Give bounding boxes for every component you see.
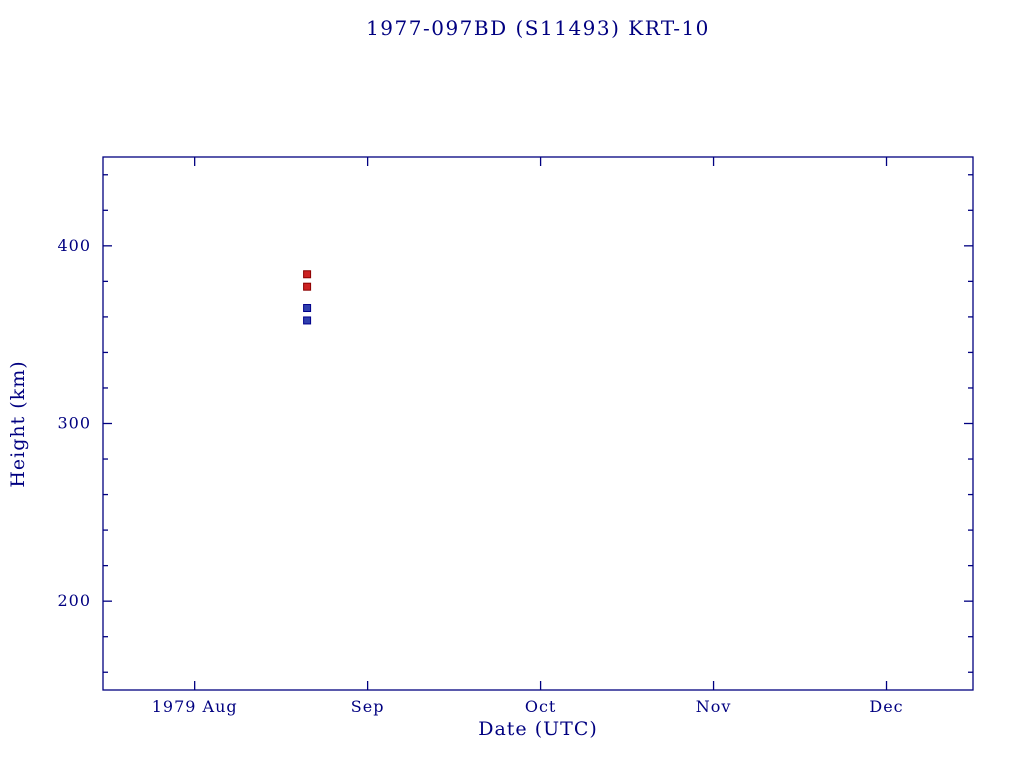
data-point [303, 270, 312, 279]
y-tick-label: 200 [57, 591, 91, 610]
data-point [303, 282, 312, 291]
chart-title: 1977-097BD (S11493) KRT-10 [366, 16, 710, 40]
x-tick-label: Nov [696, 697, 732, 716]
data-point [303, 316, 312, 325]
y-tick-label: 400 [57, 236, 91, 255]
x-tick-label: Sep [351, 697, 385, 716]
x-tick-label: 1979 Aug [152, 697, 238, 716]
x-axis-label: Date (UTC) [478, 718, 598, 740]
x-tick-label: Oct [525, 697, 557, 716]
data-point [303, 304, 312, 313]
x-tick-label: Dec [869, 697, 903, 716]
y-tick-label: 300 [57, 414, 91, 433]
plot-frame [102, 156, 974, 691]
